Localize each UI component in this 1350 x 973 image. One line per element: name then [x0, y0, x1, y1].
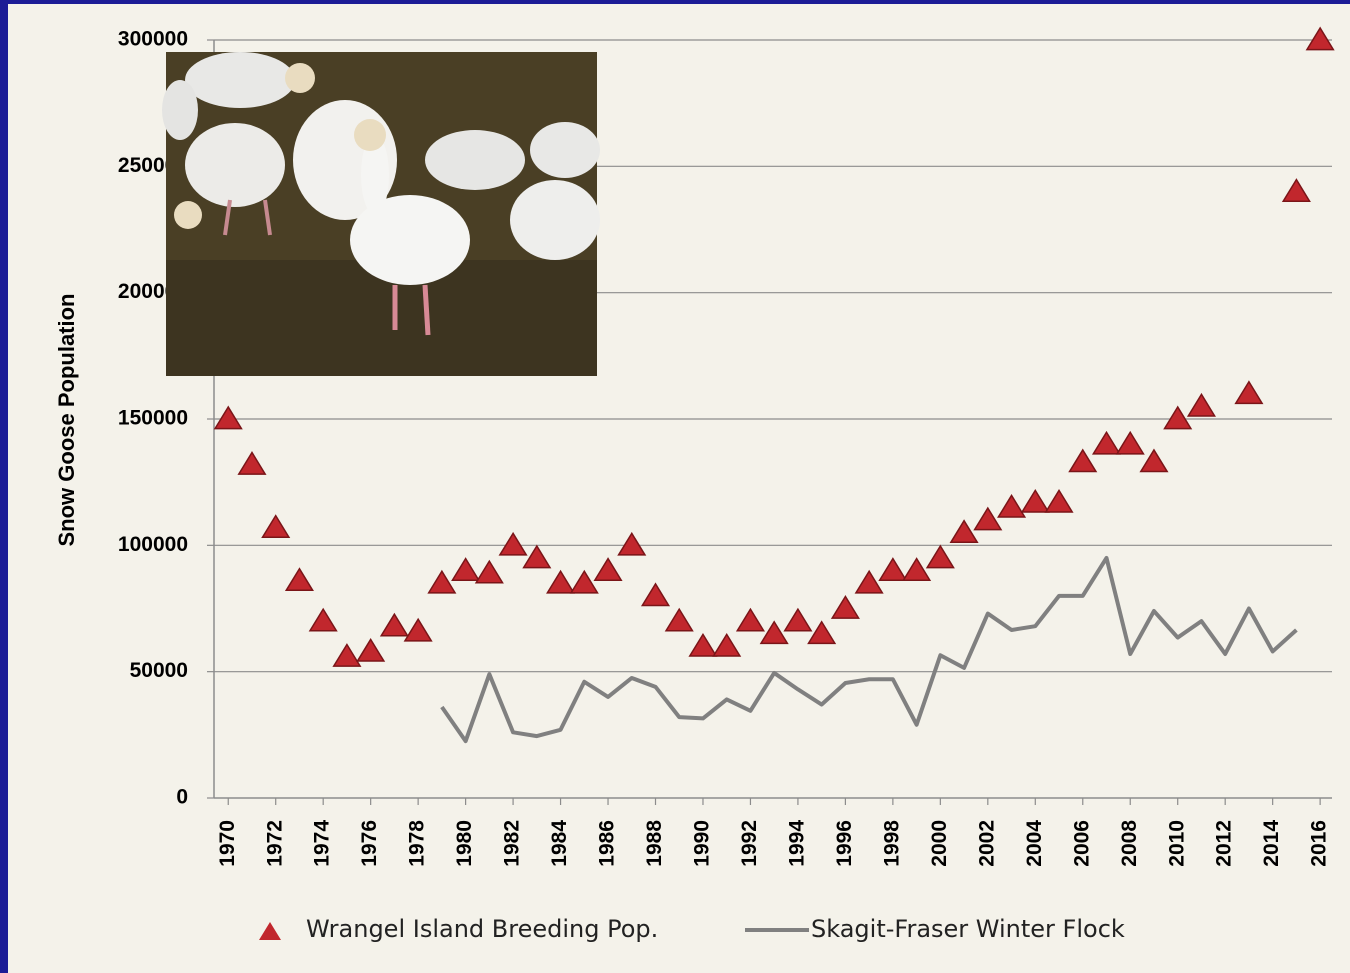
x-tick-label: 1994 — [785, 820, 808, 867]
data-marker — [332, 643, 362, 667]
data-marker — [1281, 178, 1311, 202]
data-marker — [474, 559, 504, 584]
data-marker — [712, 632, 742, 657]
photo — [162, 52, 600, 376]
x-tick-label: 1990 — [691, 820, 714, 867]
data-marker — [213, 405, 243, 430]
x-tick-label: 2006 — [1070, 820, 1093, 867]
data-marker — [546, 569, 576, 594]
data-marker — [1139, 448, 1169, 473]
data-marker — [735, 607, 765, 632]
data-marker — [640, 582, 671, 607]
data-marker — [1068, 448, 1098, 473]
data-marker — [569, 569, 599, 594]
data-marker — [1044, 488, 1074, 513]
data-marker — [973, 506, 1003, 531]
x-tick-label: 1988 — [643, 820, 666, 867]
x-tick-label: 1998 — [880, 820, 903, 867]
x-tick-label: 1992 — [738, 820, 761, 867]
data-marker — [427, 569, 457, 594]
x-tick-label: 1980 — [453, 820, 476, 867]
legend-label: Wrangel Island Breeding Pop. — [306, 915, 658, 943]
data-marker — [284, 567, 314, 592]
data-marker — [522, 544, 552, 569]
x-tick-label: 1976 — [358, 820, 381, 867]
y-tick-label: 150000 — [118, 407, 188, 430]
data-marker — [949, 519, 979, 544]
legend-marker — [259, 922, 281, 940]
x-tick-label: 2012 — [1213, 820, 1236, 867]
data-marker — [878, 557, 908, 581]
data-marker — [854, 569, 884, 594]
data-line — [440, 555, 1298, 744]
data-marker — [1186, 392, 1216, 417]
x-tick-label: 1984 — [548, 820, 571, 867]
y-tick-label: 50000 — [130, 659, 188, 682]
x-tick-label: 1986 — [596, 820, 619, 867]
legend: Wrangel Island Breeding Pop. Skagit-Frase… — [259, 915, 1125, 943]
data-marker — [1163, 405, 1193, 430]
x-tick-label: 2008 — [1118, 820, 1141, 867]
x-tick-label: 2004 — [1023, 820, 1046, 867]
x-tick-label: 2014 — [1260, 820, 1283, 867]
x-tick-label: 1974 — [311, 820, 334, 867]
y-tick-label: 100000 — [118, 533, 188, 556]
y-tick-label: 0 — [176, 786, 188, 809]
data-marker — [593, 557, 623, 581]
x-tick-label: 1970 — [216, 820, 239, 867]
x-tick-label: 2000 — [928, 820, 951, 867]
data-marker — [403, 617, 433, 642]
data-marker — [1234, 380, 1264, 405]
data-marker — [451, 557, 481, 581]
data-marker — [1115, 430, 1145, 455]
data-marker — [664, 607, 694, 632]
x-tick-label: 1978 — [406, 820, 429, 867]
data-marker — [925, 544, 955, 569]
data-marker — [617, 531, 647, 556]
data-marker — [997, 493, 1027, 518]
data-marker — [807, 620, 837, 645]
x-tick-label: 2010 — [1165, 820, 1188, 867]
y-axis-title: Snow Goose Population — [54, 294, 79, 547]
legend-label: Skagit-Fraser Winter Flock — [811, 915, 1125, 943]
data-marker — [1020, 488, 1050, 513]
data-marker — [759, 620, 789, 645]
data-marker — [688, 632, 718, 657]
x-tick-label: 1982 — [501, 820, 524, 867]
data-marker — [902, 557, 932, 581]
plot-area: 0500001000001500002000002500003000001970… — [118, 26, 1335, 867]
data-marker — [261, 514, 291, 538]
data-marker — [783, 607, 813, 632]
data-marker — [356, 638, 386, 662]
data-marker — [830, 595, 860, 619]
x-tick-label: 1972 — [263, 820, 286, 867]
data-marker — [308, 607, 338, 632]
data-marker — [1091, 430, 1122, 455]
y-tick-label: 300000 — [118, 28, 188, 51]
data-marker — [498, 531, 528, 556]
data-marker — [379, 612, 409, 637]
x-tick-label: 1996 — [833, 820, 856, 867]
data-marker — [1305, 26, 1335, 51]
x-tick-label: 2002 — [975, 820, 998, 867]
x-tick-label: 2016 — [1308, 820, 1331, 867]
data-marker — [237, 451, 267, 475]
